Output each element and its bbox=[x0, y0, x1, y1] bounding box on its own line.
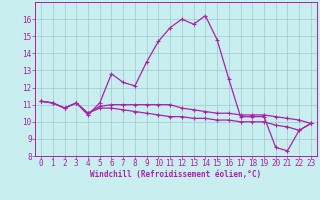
X-axis label: Windchill (Refroidissement éolien,°C): Windchill (Refroidissement éolien,°C) bbox=[91, 170, 261, 179]
